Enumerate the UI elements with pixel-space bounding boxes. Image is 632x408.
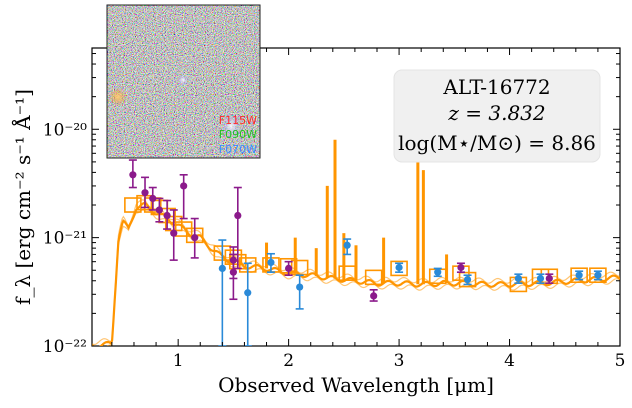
- data-point: [218, 264, 226, 273]
- data-point: [343, 241, 351, 249]
- data-point: [370, 292, 378, 300]
- data-point: [463, 275, 472, 284]
- x-tick-label: 1: [173, 351, 184, 371]
- model-photometry-box: [124, 197, 142, 213]
- blue-photometry-point: [218, 239, 227, 346]
- y-tick-label: 10⁻²⁰: [43, 120, 87, 140]
- purple-photometry-point: [128, 159, 137, 189]
- model-photometry-box: [589, 267, 607, 284]
- rgb-cutout: F115W F090W F070W: [106, 4, 261, 159]
- cutout-border: [106, 4, 261, 159]
- blue-photometry-point: [295, 274, 304, 310]
- data-point: [457, 263, 465, 272]
- x-tick-label: 3: [394, 351, 405, 371]
- y-tick-label: 10⁻²²: [43, 337, 87, 357]
- purple-photometry-point: [369, 289, 378, 302]
- data-point: [434, 268, 442, 276]
- model-photometry-box: [338, 265, 356, 281]
- model-photometry-box: [570, 267, 588, 284]
- purple-photometry-point: [148, 186, 157, 211]
- data-point: [296, 283, 304, 291]
- data-point: [163, 211, 171, 220]
- y-axis-title: f_λ [erg cm⁻² s⁻¹ Å⁻¹]: [10, 89, 35, 305]
- filter-label-f115w: F115W: [219, 114, 257, 127]
- purple-photometry-point: [545, 273, 554, 284]
- cutout-galaxy-left: [109, 88, 127, 106]
- x-axis-title: Observed Wavelength [μm]: [218, 373, 494, 397]
- axes: 1 2 3 4 5 10⁻²² 10⁻²¹ 10⁻²⁰: [43, 48, 626, 371]
- data-point: [594, 271, 602, 279]
- purple-photometry-point: [163, 199, 172, 230]
- stellar-mass-label: log(M⋆/M⊙) = 8.86: [398, 131, 596, 155]
- blue-photometry-point: [395, 262, 404, 273]
- purple-photometry-point: [179, 174, 188, 220]
- filter-label-f070w: F070W: [219, 143, 257, 156]
- purple-photometry-point: [229, 253, 238, 301]
- model-photometry-box: [390, 260, 408, 277]
- purple-photometry-point: [190, 217, 199, 259]
- blue-photometry-point: [433, 267, 442, 278]
- blue-photometry-point: [536, 273, 545, 284]
- data-point: [149, 194, 157, 203]
- y-tick-label: 10⁻²¹: [43, 229, 87, 249]
- model-photometry-box: [364, 269, 383, 286]
- purple-photometry-point: [141, 176, 150, 209]
- data-point: [244, 289, 252, 297]
- redshift-label: z = 3.832: [447, 101, 545, 125]
- object-name: ALT-16772: [442, 75, 550, 99]
- data-point: [536, 274, 545, 283]
- data-point: [180, 182, 188, 190]
- data-point: [395, 263, 403, 272]
- x-tick-label: 5: [615, 351, 626, 371]
- cutout-galaxy-center: [177, 74, 189, 86]
- purple-photometry-point: [284, 260, 293, 277]
- observed-photometry: [128, 159, 602, 346]
- blue-photometry-point: [463, 274, 472, 286]
- data-point: [129, 171, 137, 179]
- data-point: [575, 271, 583, 279]
- data-point: [155, 206, 163, 214]
- blue-photometry-point: [266, 252, 275, 273]
- data-point: [514, 274, 522, 283]
- blue-photometry-point: [575, 270, 584, 281]
- data-point: [234, 211, 242, 220]
- data-point: [141, 189, 149, 197]
- purple-photometry-point: [155, 197, 164, 223]
- model-photometry-box: [458, 271, 477, 288]
- data-point: [170, 229, 178, 237]
- info-box-background: [393, 69, 601, 163]
- data-point: [191, 234, 199, 242]
- purple-photometry-point: [233, 186, 242, 270]
- blue-photometry-point: [593, 270, 602, 281]
- purple-photometry-point: [169, 209, 178, 261]
- purple-photometry-point: [456, 262, 465, 273]
- x-tick-label: 4: [504, 351, 515, 371]
- data-point: [267, 258, 275, 267]
- data-point: [545, 274, 553, 283]
- cutout-galaxy-right: [221, 114, 241, 138]
- data-point: [285, 264, 293, 273]
- x-tick-label: 2: [283, 351, 294, 371]
- blue-photometry-point: [514, 273, 523, 284]
- blue-photometry-point: [343, 238, 352, 256]
- model-spectrum-curve: [92, 201, 620, 346]
- info-box: ALT-16772 z = 3.832 log(M⋆/M⊙) = 8.86: [393, 69, 601, 163]
- filter-label-f090w: F090W: [219, 128, 257, 141]
- data-point: [229, 268, 237, 276]
- blue-photometry-point: [243, 262, 252, 346]
